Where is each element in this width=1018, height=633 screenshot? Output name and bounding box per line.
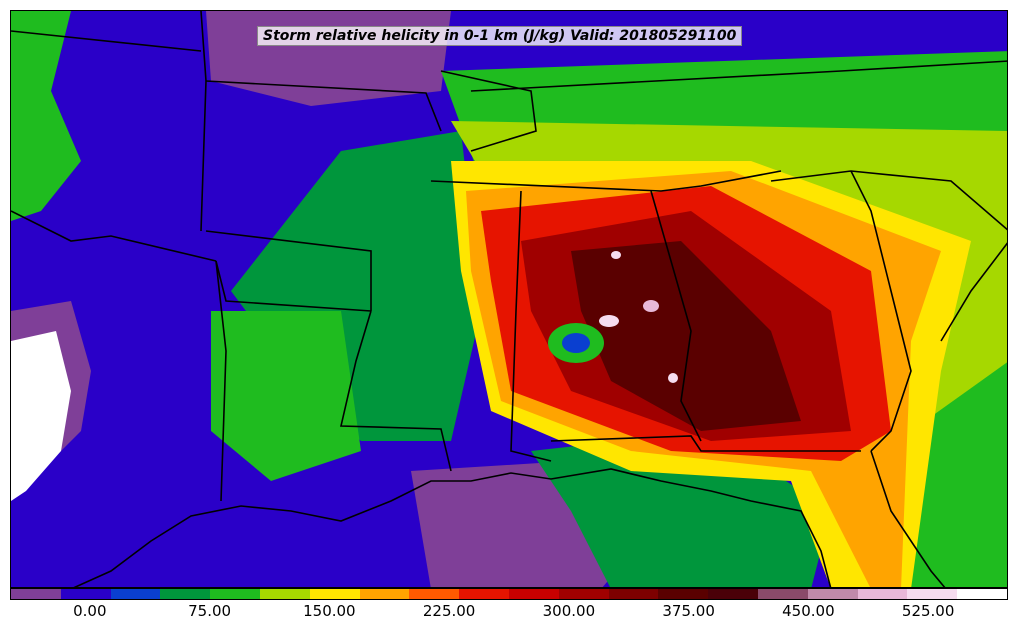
map-title: Storm relative helicity in 0-1 km (J/kg)…: [257, 26, 743, 46]
colorbar-segment: [508, 589, 559, 599]
colorbar-tick-label: 150.00: [303, 602, 356, 620]
colorbar-segment: [608, 589, 659, 599]
colorbar-tick-label: 450.00: [782, 602, 835, 620]
maroon-core: [571, 241, 801, 431]
colorbar-tick-label: 225.00: [422, 602, 476, 620]
colorbar: [10, 588, 1008, 600]
west-green-band: [11, 11, 81, 221]
colorbar-tick-label: 300.00: [542, 602, 596, 620]
gulf-coastline: [73, 468, 832, 587]
pink-spot-1: [643, 300, 659, 312]
pink-spot-2: [599, 315, 619, 327]
state-boundaries: [11, 11, 1007, 587]
colorbar-labels: 0.00 75.00 150.00 225.00 300.00 375.00 450.00 5…: [10, 602, 1008, 624]
colorbar-tick-label: 0.00: [73, 602, 107, 620]
colorbar-tick-label: 525.00: [901, 602, 955, 620]
colorbar-segment: [459, 589, 509, 599]
colorbar-segment: [409, 589, 460, 599]
colorbar-segment: [658, 589, 709, 599]
colorbar-segment: [259, 589, 310, 599]
pink-spot-3: [611, 251, 621, 259]
colorbar-segment: [807, 589, 858, 599]
south-green-zone: [211, 311, 361, 481]
colorbar-segment: [359, 589, 410, 599]
colorbar-tick-label: 75.00: [188, 602, 232, 620]
colorbar-segment: [558, 589, 609, 599]
purple-hole: [562, 333, 590, 353]
colorbar-segment: [857, 589, 908, 599]
colorbar-segment: [110, 589, 161, 599]
colorbar-segment: [708, 589, 758, 599]
colorbar-segment: [11, 589, 61, 599]
colorbar-segment: [210, 589, 260, 599]
colorbar-segment: [757, 589, 808, 599]
helicity-map: [11, 11, 1007, 587]
colorbar-segment: [907, 589, 958, 599]
map-panel: Storm relative helicity in 0-1 km (J/kg)…: [10, 10, 1008, 588]
colorbar-segment: [309, 589, 360, 599]
colorbar-segment: [60, 589, 111, 599]
colorbar-segment: [957, 589, 1007, 599]
colorbar-segment: [160, 589, 211, 599]
west-white-area: [11, 331, 71, 501]
pink-spot-4: [668, 373, 678, 383]
colorbar-tick-label: 375.00: [662, 602, 715, 620]
